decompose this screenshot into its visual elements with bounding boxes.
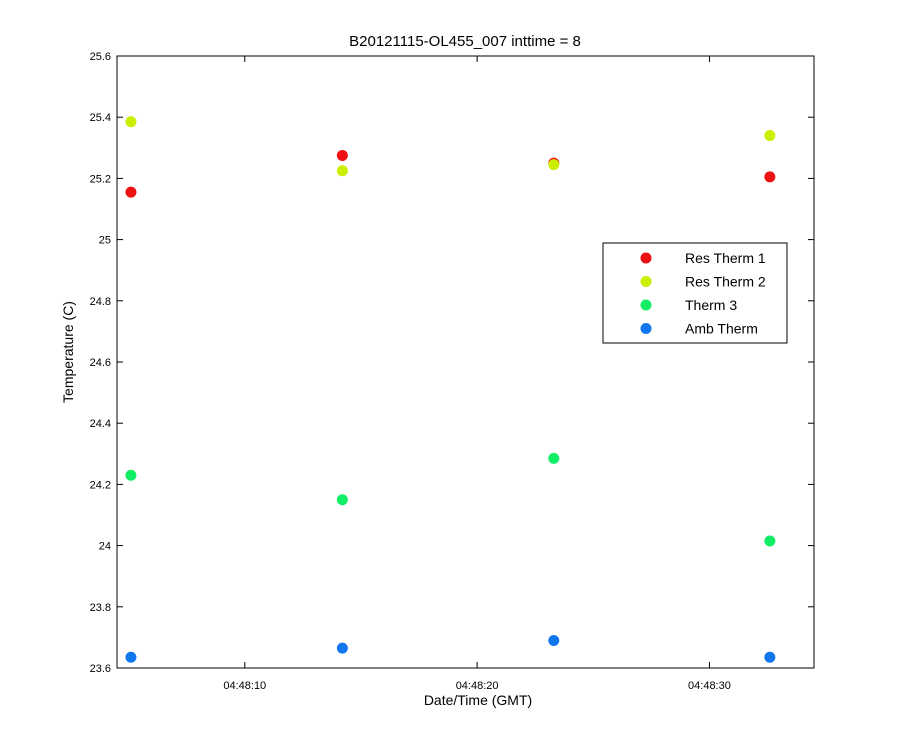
legend-label: Res Therm 2 [685,274,766,290]
point-res-therm-2 [548,159,560,171]
y-axis-label: Temperature (C) [60,301,76,403]
point-amb-therm [548,634,560,646]
x-axis-label: Date/Time (GMT) [424,692,532,708]
legend-label: Res Therm 1 [685,250,766,266]
point-amb-therm [764,651,776,663]
legend-marker [640,299,652,311]
point-res-therm-2 [764,130,776,142]
y-tick-label: 25 [99,235,111,247]
legend-box [602,242,788,344]
legend-marker [640,323,652,334]
x-axis: 04:48:10 04:48:20 04:48:30 [223,56,731,692]
y-tick-label: 23.8 [90,602,111,614]
y-tick-label: 24.8 [90,296,111,308]
y-tick-label: 25.4 [90,112,111,124]
y-tick-label: 25.6 [90,51,111,63]
point-therm-3 [548,452,560,464]
point-amb-therm [125,651,137,663]
legend-marker [640,252,652,264]
x-tick-label: 04:48:30 [688,680,731,692]
y-tick-label: 24 [99,541,111,553]
point-res-therm-1 [764,171,776,183]
point-amb-therm [336,642,348,654]
point-therm-3 [764,535,776,547]
plot-area [116,55,815,669]
point-res-therm-2 [336,165,348,177]
x-tick-label: 04:48:10 [223,680,266,692]
point-res-therm-2 [125,116,137,128]
legend-marker [640,276,652,287]
y-axis: 23.6 23.8 24 24.2 24.4 24.6 24.8 25 25.2 25.4 25.6 [90,51,814,675]
x-tick-label: 04:48:20 [456,680,499,692]
legend-label: Amb Therm [685,321,758,337]
data-points [125,116,776,663]
y-tick-label: 24.2 [90,479,111,491]
legend-label: Therm 3 [685,297,737,313]
point-res-therm-1 [125,186,137,198]
point-therm-3 [336,494,348,506]
legend: Res Therm 1 Res Therm 2 Therm 3 Amb Therm [602,242,788,344]
point-therm-3 [125,469,137,481]
point-res-therm-1 [336,149,348,161]
y-tick-label: 25.2 [90,173,111,185]
y-tick-label: 24.4 [90,418,111,430]
y-tick-label: 24.6 [90,357,111,369]
y-tick-label: 23.6 [90,663,111,675]
chart-title: B20121115-OL455_007 inttime = 8 [349,33,581,50]
